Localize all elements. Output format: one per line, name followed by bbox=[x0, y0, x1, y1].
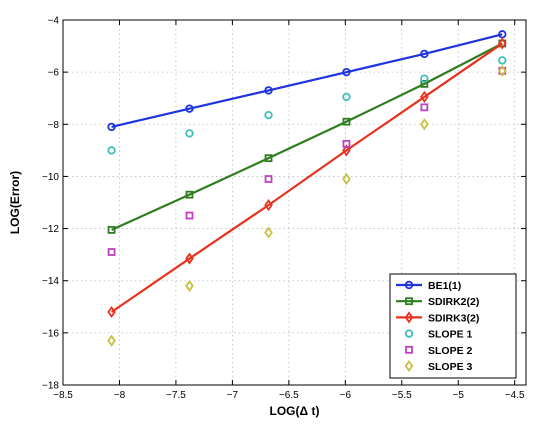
y-tick-label: −12 bbox=[42, 224, 59, 235]
data-point bbox=[107, 122, 116, 132]
data-point bbox=[342, 117, 351, 126]
series-line bbox=[110, 42, 503, 313]
data-point bbox=[185, 104, 194, 113]
data-point bbox=[185, 211, 194, 220]
x-tick-label: −7.5 bbox=[166, 390, 186, 401]
data-point bbox=[107, 146, 116, 155]
data-point bbox=[107, 248, 116, 256]
data-point bbox=[420, 79, 429, 88]
data-point bbox=[342, 172, 351, 186]
data-point bbox=[420, 49, 429, 59]
legend-entry-sdirk3-2: SDIRK3(2) bbox=[396, 311, 479, 324]
y-tick-label: −16 bbox=[42, 328, 59, 339]
legend-entry-slope-2: SLOPE 2 bbox=[405, 345, 473, 357]
legend-marker bbox=[404, 329, 414, 338]
data-point bbox=[107, 225, 116, 234]
series-layer bbox=[107, 30, 507, 347]
series-slope-3 bbox=[107, 64, 507, 347]
legend-entry-slope-1: SLOPE 1 bbox=[404, 329, 473, 341]
data-point bbox=[264, 86, 273, 95]
legend-marker bbox=[405, 297, 413, 306]
x-tick-label: −6 bbox=[340, 390, 352, 401]
series-line bbox=[111, 42, 503, 231]
series-line bbox=[111, 33, 503, 128]
data-point bbox=[264, 226, 273, 239]
data-point bbox=[497, 64, 507, 77]
x-tick-label: −5.5 bbox=[392, 390, 412, 401]
legend-entry-be1-1: BE1(1) bbox=[396, 280, 461, 292]
data-point bbox=[420, 103, 429, 112]
legend-box bbox=[389, 273, 517, 379]
legend-label: SLOPE 2 bbox=[428, 345, 473, 357]
data-point bbox=[107, 334, 116, 347]
data-point bbox=[264, 154, 273, 163]
legend-label: SLOPE 1 bbox=[428, 329, 473, 341]
data-point bbox=[342, 67, 351, 77]
data-point bbox=[342, 144, 351, 157]
data-point bbox=[420, 118, 429, 131]
y-tick-label: −4 bbox=[48, 16, 60, 27]
data-point bbox=[497, 37, 507, 50]
y-tick-label: −14 bbox=[42, 276, 59, 287]
y-tick-label: −6 bbox=[48, 68, 60, 79]
data-point bbox=[420, 90, 429, 103]
x-axis-label: LOG(Δ t) bbox=[270, 404, 320, 418]
axis-ticks: −8.5 −8 −7.5 −7 −6.5 −6 −5.5 −5 −4.5 −18 −16 −14 −12… bbox=[42, 16, 526, 401]
y-tick-label: −10 bbox=[42, 172, 59, 183]
data-point bbox=[264, 110, 273, 120]
data-point bbox=[342, 92, 351, 102]
data-point bbox=[185, 279, 194, 292]
x-tick-label: −8.5 bbox=[53, 390, 73, 401]
x-tick-label: −4.5 bbox=[505, 390, 525, 401]
data-point bbox=[185, 252, 194, 265]
legend-marker bbox=[404, 280, 414, 290]
legend-label: SDIRK2(2) bbox=[428, 296, 479, 308]
data-point bbox=[185, 129, 194, 138]
data-point bbox=[342, 139, 351, 148]
y-axis-label: LOG(Error) bbox=[8, 171, 22, 234]
y-tick-label: −18 bbox=[42, 381, 59, 392]
series-slope-1 bbox=[107, 56, 507, 155]
plot-area bbox=[62, 19, 527, 386]
legend-marker bbox=[404, 311, 414, 324]
y-tick-label: −8 bbox=[48, 120, 60, 131]
data-point bbox=[264, 175, 273, 183]
x-tick-label: −8 bbox=[114, 390, 126, 401]
x-tick-label: −6.5 bbox=[279, 390, 299, 401]
data-point bbox=[498, 56, 507, 65]
legend-marker bbox=[405, 345, 413, 354]
data-point bbox=[107, 305, 116, 319]
data-point bbox=[264, 199, 273, 212]
legend-label: BE1(1) bbox=[428, 280, 461, 292]
legend-label: SLOPE 3 bbox=[428, 361, 473, 373]
x-tick-label: −7 bbox=[227, 390, 239, 401]
series-sdirk3-2 bbox=[107, 37, 507, 319]
legend-entry-sdirk2-2: SDIRK2(2) bbox=[396, 296, 479, 308]
data-point bbox=[420, 74, 429, 83]
legend-label: SDIRK3(2) bbox=[428, 312, 479, 324]
x-tick-label: −5 bbox=[453, 390, 465, 401]
legend-marker bbox=[404, 359, 414, 373]
legend-entry-slope-3: SLOPE 3 bbox=[404, 359, 473, 373]
data-point bbox=[185, 190, 194, 199]
legend: BE1(1) SDIRK2(2) SDIRK3(2) SLOPE 1 SLOPE 2 SL… bbox=[389, 273, 517, 379]
